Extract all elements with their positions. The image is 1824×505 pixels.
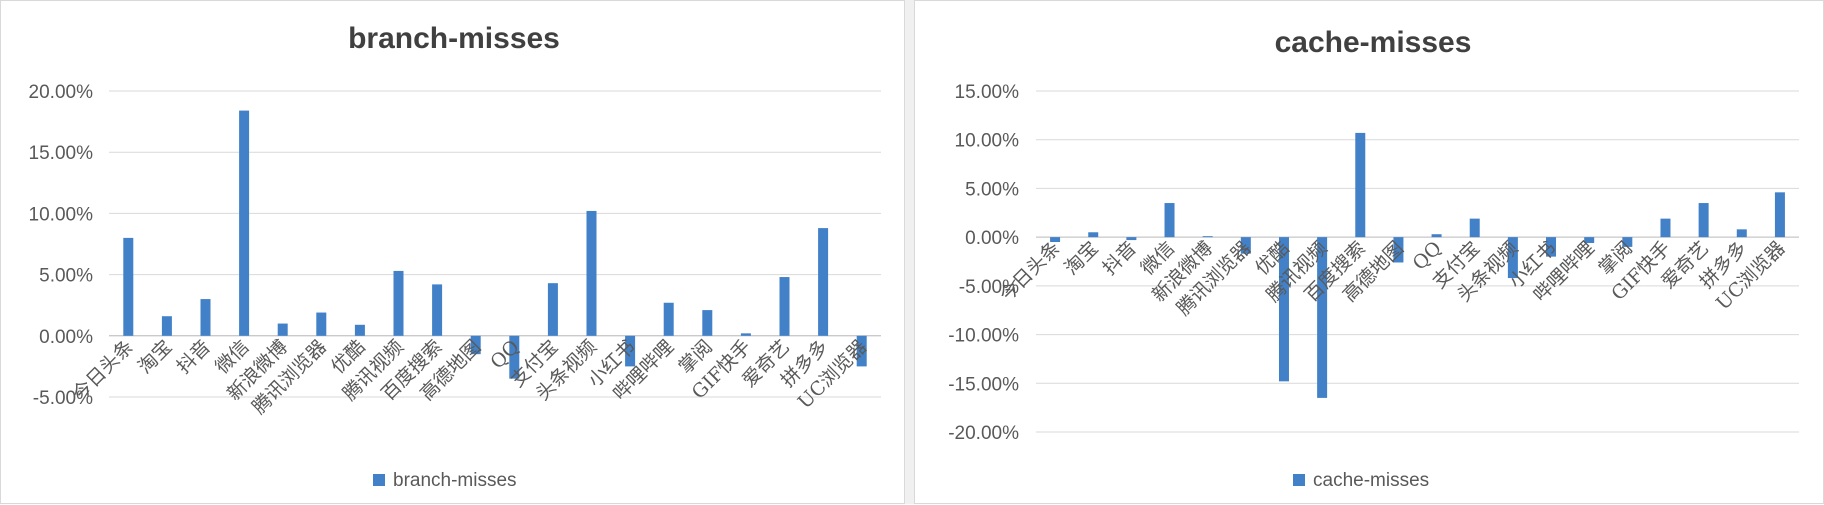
y-tick-label: 5.00% [965, 179, 1019, 200]
x-tick-label: 抖音 [173, 336, 215, 378]
y-tick-label: -5.00% [33, 388, 93, 409]
chart-title: cache-misses [1275, 26, 1472, 59]
bar [1736, 229, 1747, 238]
bar [1584, 237, 1595, 243]
bar [1469, 218, 1480, 238]
y-tick-label: -20.00% [948, 423, 1019, 444]
bar [1507, 237, 1518, 279]
bar [1240, 237, 1251, 254]
bar [1774, 192, 1785, 238]
y-tick-label: 15.00% [29, 143, 94, 164]
x-tick-label: 淘宝 [134, 336, 176, 378]
bar [1278, 237, 1289, 382]
bar [625, 335, 636, 367]
y-tick-label: 10.00% [955, 131, 1020, 152]
bar [547, 283, 558, 336]
y-tick-label: 5.00% [39, 266, 93, 287]
bar [818, 228, 829, 336]
bar [161, 316, 172, 336]
bar [1202, 236, 1213, 238]
bar [702, 310, 713, 336]
bar [779, 277, 790, 336]
bar [856, 335, 867, 367]
bar [740, 333, 751, 336]
bar [1088, 232, 1099, 238]
y-tick-label: -15.00% [948, 374, 1019, 395]
bar [509, 335, 520, 379]
x-tick-label: 抖音 [1098, 237, 1140, 279]
bar [1317, 237, 1328, 398]
y-tick-label: 20.00% [29, 82, 94, 103]
bar [1355, 132, 1366, 238]
chart-cache-misses: cache-misses -20.00% -15.00% -10.00% -5.00% 0… [948, 26, 1799, 491]
bar [470, 335, 481, 355]
bar [1164, 203, 1175, 238]
bar [316, 312, 327, 336]
y-tick-label: -10.00% [948, 326, 1019, 347]
bar [1698, 203, 1709, 238]
bar [1126, 237, 1137, 241]
bar [432, 284, 443, 336]
chart-panel-branch-misses: branch-misses -5.00% 0.00% 5.00% 10.00% 15.00… [0, 0, 905, 504]
bar [239, 110, 250, 336]
bar [1660, 218, 1671, 238]
legend-label: cache-misses [1313, 470, 1429, 491]
bar [200, 299, 211, 336]
bar [1431, 234, 1442, 238]
y-tick-label: -5.00% [959, 277, 1019, 298]
legend-swatch [373, 474, 385, 486]
bar [1393, 237, 1404, 263]
panel-divider [905, 0, 914, 504]
bar [354, 324, 365, 336]
bar [277, 323, 288, 336]
x-tick-label: 淘宝 [1060, 237, 1102, 279]
bar [586, 210, 597, 336]
chart-branch-misses: branch-misses -5.00% 0.00% 5.00% 10.00% 15.00… [29, 22, 881, 491]
bar [123, 237, 134, 336]
bar [1622, 237, 1633, 247]
bar [393, 270, 404, 336]
bar [1050, 237, 1061, 243]
chart-panel-cache-misses: cache-misses -20.00% -15.00% -10.00% -5.00% 0… [914, 0, 1824, 504]
y-tick-label: 15.00% [955, 82, 1020, 103]
bar [1546, 237, 1557, 257]
y-tick-label: 0.00% [965, 228, 1019, 249]
legend: cache-misses [1293, 470, 1429, 491]
bar [663, 302, 674, 336]
chart-title: branch-misses [348, 22, 560, 55]
legend-label: branch-misses [393, 470, 517, 491]
y-tick-label: 0.00% [39, 327, 93, 348]
legend: branch-misses [373, 470, 517, 491]
legend-swatch [1293, 474, 1305, 486]
y-tick-label: 10.00% [29, 204, 94, 225]
